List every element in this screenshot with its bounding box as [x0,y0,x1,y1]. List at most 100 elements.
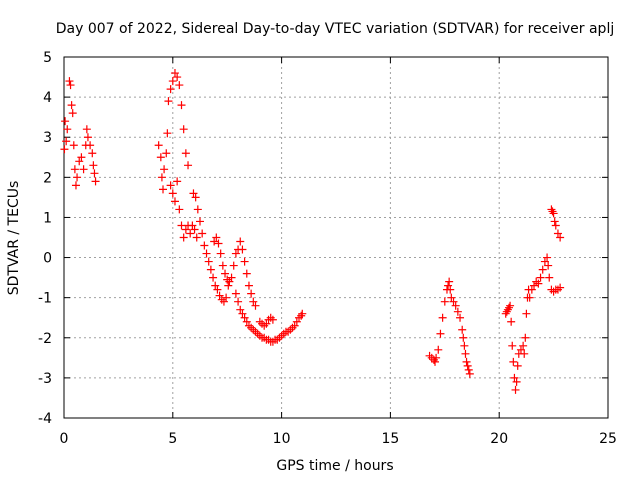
data-point [275,333,284,342]
grid-lines [64,57,608,418]
data-point [522,309,531,318]
data-point [459,333,468,342]
data-point [242,269,251,278]
data-point [504,303,513,312]
data-point [240,257,249,266]
data-point [547,205,556,214]
data-point [186,229,195,238]
data-point [512,377,521,386]
data-point [89,161,98,170]
axis-ticks [63,56,609,419]
data-point [534,279,543,288]
data-point [221,269,230,278]
data-point [464,365,473,374]
data-point [189,189,198,198]
data-point [284,327,293,336]
y-tick-label: 4 [43,90,52,106]
data-point [164,97,173,106]
data-point [231,249,240,258]
data-point [179,233,188,242]
data-point [268,337,277,346]
data-points [60,69,565,394]
data-point [159,185,168,194]
data-point [431,357,440,366]
data-point [219,297,228,306]
data-point [66,81,75,90]
data-point [513,361,522,370]
data-point [277,331,286,340]
data-point [166,85,175,94]
data-point [216,249,225,258]
data-point [60,145,69,154]
x-tick-label: 25 [599,431,617,447]
data-point [249,325,258,334]
data-point [260,321,269,330]
data-point [227,273,236,282]
data-point [502,307,511,316]
data-point [217,295,226,304]
data-point [553,229,562,238]
data-point [69,141,78,150]
data-point [509,357,518,366]
data-point [516,345,525,354]
data-point [521,333,530,342]
data-point [156,153,165,162]
data-point [200,241,209,250]
data-point [193,205,202,214]
data-point [223,275,232,284]
data-point [549,287,558,296]
data-point [532,277,541,286]
data-point [244,321,253,330]
data-point [551,221,560,230]
data-point [453,307,462,316]
data-point [530,281,539,290]
data-point [255,331,264,340]
data-point [83,133,92,142]
data-point [91,177,100,186]
data-point [425,351,434,360]
data-point [209,273,218,282]
data-point [214,239,223,248]
data-point [190,225,199,234]
data-point [288,323,297,332]
data-point [556,283,565,292]
y-tick-label: -4 [38,411,52,427]
data-point [266,313,275,322]
data-point [444,281,453,290]
data-point [503,305,512,314]
data-point [262,319,271,328]
data-point [549,209,558,218]
data-point [73,173,82,182]
data-point [67,101,76,110]
data-point [242,317,251,326]
x-tick-label: 5 [168,431,177,447]
y-tick-labels: -4 -3 -2 -1 0 1 2 3 4 5 [38,50,52,427]
data-point [218,261,227,270]
x-tick-label: 20 [490,431,508,447]
x-tick-label: 15 [381,431,399,447]
x-tick-label: 0 [60,431,69,447]
y-tick-label: 5 [43,50,52,66]
data-point [173,73,182,82]
data-point [224,281,233,290]
data-point [191,193,200,202]
data-point [163,129,172,138]
data-point [170,69,179,78]
data-point [527,285,536,294]
data-point [519,341,528,350]
data-point [432,353,441,362]
data-point [90,169,99,178]
data-point [260,333,269,342]
data-point [247,323,256,332]
data-point [279,329,288,338]
y-axis-label: SDTVAR / TECUs [6,181,22,296]
chart-title: Day 007 of 2022, Sidereal Day-to-day VTE… [56,21,614,37]
data-point [438,313,447,322]
data-point [548,207,557,216]
data-point [506,301,515,310]
data-point [192,233,201,242]
data-point [65,77,74,86]
data-point [68,109,77,118]
data-point [543,253,552,262]
